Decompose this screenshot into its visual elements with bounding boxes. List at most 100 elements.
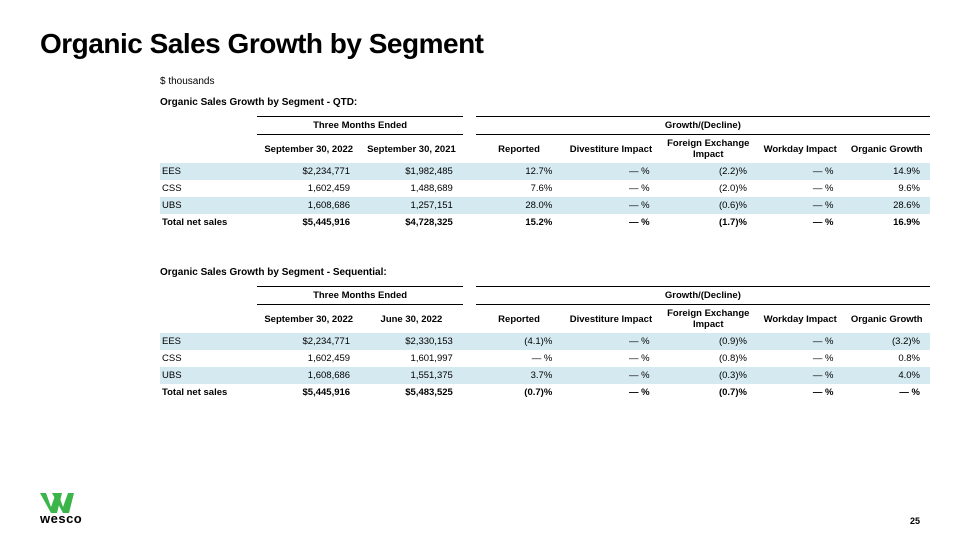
qtd-col2: September 30, 2021: [360, 135, 463, 164]
qtd-col1: September 30, 2022: [257, 135, 360, 164]
qtd-col-fx: Foreign Exchange Impact: [660, 135, 757, 164]
table-row: UBS1,608,6861,257,15128.0%— %(0.6)%— %28…: [160, 197, 930, 214]
row-label: UBS: [160, 197, 257, 214]
qtd-table-wrap: Three Months Ended Growth/(Decline) Sept…: [160, 116, 900, 231]
cell: — %: [757, 333, 844, 350]
cell: 16.9%: [843, 214, 930, 231]
cell: $5,483,525: [360, 384, 463, 401]
total-label: Total net sales: [160, 384, 257, 401]
cell: (0.9)%: [660, 333, 757, 350]
logo: wesco: [40, 493, 82, 526]
slide: Organic Sales Growth by Segment $ thousa…: [0, 0, 960, 540]
cell: 1,608,686: [257, 197, 360, 214]
qtd-col-header: September 30, 2022 September 30, 2021 Re…: [160, 135, 930, 164]
seq-col-workday: Workday Impact: [757, 305, 844, 334]
seq-section-title: Organic Sales Growth by Segment - Sequen…: [160, 267, 920, 278]
cell: 1,551,375: [360, 367, 463, 384]
cell: (0.6)%: [660, 197, 757, 214]
total-row: Total net sales$5,445,916$5,483,525 (0.7)…: [160, 384, 930, 401]
cell: — %: [757, 384, 844, 401]
table-row: EES$2,234,771$2,330,153(4.1)%— %(0.9)%— …: [160, 333, 930, 350]
footer: wesco 25: [40, 493, 920, 526]
row-label: EES: [160, 163, 257, 180]
cell: 0.8%: [843, 350, 930, 367]
cell: (0.7)%: [476, 384, 563, 401]
row-label: CSS: [160, 350, 257, 367]
cell: — %: [562, 333, 659, 350]
cell: $1,982,485: [360, 163, 463, 180]
row-label: CSS: [160, 180, 257, 197]
seq-col-fx: Foreign Exchange Impact: [660, 305, 757, 334]
seq-table: Three Months Ended Growth/(Decline) Sept…: [160, 286, 930, 401]
qtd-growth-group: Growth/(Decline): [476, 117, 930, 135]
cell: $5,445,916: [257, 214, 360, 231]
slide-title: Organic Sales Growth by Segment: [40, 28, 920, 60]
cell: (2.0)%: [660, 180, 757, 197]
cell: (3.2)%: [843, 333, 930, 350]
cell: 3.7%: [476, 367, 563, 384]
cell: (2.2)%: [660, 163, 757, 180]
seq-col-reported: Reported: [476, 305, 563, 334]
cell: (0.7)%: [660, 384, 757, 401]
qtd-section-title: Organic Sales Growth by Segment - QTD:: [160, 97, 920, 108]
qtd-group-header: Three Months Ended Growth/(Decline): [160, 117, 930, 135]
table-row: CSS1,602,4591,488,6897.6%— %(2.0)%— %9.6…: [160, 180, 930, 197]
cell: — %: [757, 197, 844, 214]
qtd-table: Three Months Ended Growth/(Decline) Sept…: [160, 116, 930, 231]
seq-col1: September 30, 2022: [257, 305, 360, 334]
cell: $2,330,153: [360, 333, 463, 350]
page-number: 25: [910, 516, 920, 526]
cell: $2,234,771: [257, 333, 360, 350]
cell: (0.8)%: [660, 350, 757, 367]
seq-col-divest: Divestiture Impact: [562, 305, 659, 334]
cell: 28.6%: [843, 197, 930, 214]
logo-text: wesco: [40, 511, 82, 526]
cell: 1,601,997: [360, 350, 463, 367]
seq-col-header: September 30, 2022 June 30, 2022 Reporte…: [160, 305, 930, 334]
cell: 9.6%: [843, 180, 930, 197]
seq-table-wrap: Three Months Ended Growth/(Decline) Sept…: [160, 286, 900, 401]
cell: 1,257,151: [360, 197, 463, 214]
cell: 1,602,459: [257, 350, 360, 367]
cell: $4,728,325: [360, 214, 463, 231]
cell: 15.2%: [476, 214, 563, 231]
cell: 1,602,459: [257, 180, 360, 197]
qtd-period-group: Three Months Ended: [257, 117, 462, 135]
cell: $2,234,771: [257, 163, 360, 180]
seq-growth-group: Growth/(Decline): [476, 287, 930, 305]
seq-col-organic: Organic Growth: [843, 305, 930, 334]
table-row: CSS1,602,4591,601,997— %— %(0.8)%— %0.8%: [160, 350, 930, 367]
cell: — %: [562, 180, 659, 197]
cell: — %: [757, 367, 844, 384]
cell: 7.6%: [476, 180, 563, 197]
row-label: EES: [160, 333, 257, 350]
cell: 1,488,689: [360, 180, 463, 197]
cell: 4.0%: [843, 367, 930, 384]
total-label: Total net sales: [160, 214, 257, 231]
cell: — %: [562, 350, 659, 367]
cell: — %: [757, 350, 844, 367]
table-row: EES$2,234,771$1,982,48512.7%— %(2.2)%— %…: [160, 163, 930, 180]
seq-period-group: Three Months Ended: [257, 287, 462, 305]
qtd-col-reported: Reported: [476, 135, 563, 164]
cell: (1.7)%: [660, 214, 757, 231]
cell: (0.3)%: [660, 367, 757, 384]
qtd-col-divest: Divestiture Impact: [562, 135, 659, 164]
units-label: $ thousands: [160, 76, 920, 87]
cell: 14.9%: [843, 163, 930, 180]
table-row: UBS1,608,6861,551,3753.7%— %(0.3)%— %4.0…: [160, 367, 930, 384]
cell: — %: [757, 180, 844, 197]
cell: — %: [757, 163, 844, 180]
cell: 28.0%: [476, 197, 563, 214]
cell: 12.7%: [476, 163, 563, 180]
cell: — %: [476, 350, 563, 367]
cell: — %: [562, 384, 659, 401]
total-row: Total net sales$5,445,916$4,728,325 15.2%…: [160, 214, 930, 231]
seq-col2: June 30, 2022: [360, 305, 463, 334]
cell: — %: [562, 367, 659, 384]
cell: $5,445,916: [257, 384, 360, 401]
cell: — %: [757, 214, 844, 231]
seq-group-header: Three Months Ended Growth/(Decline): [160, 287, 930, 305]
cell: — %: [562, 214, 659, 231]
cell: 1,608,686: [257, 367, 360, 384]
